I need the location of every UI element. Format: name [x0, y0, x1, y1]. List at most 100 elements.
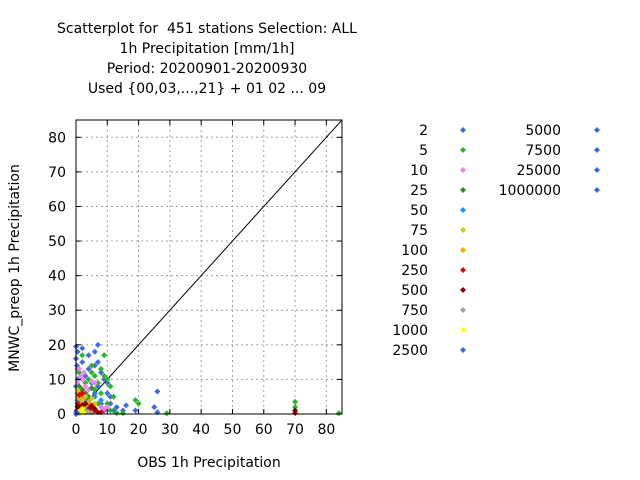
data-point [104, 400, 111, 407]
data-point [113, 404, 120, 411]
legend-marker [594, 187, 600, 193]
data-point [76, 366, 83, 373]
x-tick-label: 60 [255, 422, 273, 438]
y-tick-label: 0 [57, 407, 66, 423]
data-point [77, 372, 84, 379]
legend-label: 75 [410, 223, 428, 239]
legend-marker [594, 127, 600, 133]
x-tick-label: 20 [130, 422, 148, 438]
legend-marker [460, 127, 466, 133]
y-axis-label: MNWC_preop 1h Precipitation [7, 164, 23, 372]
data-point [292, 404, 299, 411]
data-point [88, 369, 95, 376]
legend-marker [594, 147, 600, 153]
data-point [79, 390, 86, 397]
legend-marker [460, 347, 466, 353]
chart-title-line-4: Used {00,03,...,21} + 01 02 ... 09 [87, 81, 327, 97]
data-point [98, 369, 105, 376]
data-point [132, 397, 139, 404]
legend-label: 1000000 [499, 183, 561, 199]
data-point [88, 362, 95, 369]
x-tick-label: 50 [224, 422, 242, 438]
legend-label: 10 [410, 163, 428, 179]
legend-marker [460, 307, 466, 313]
data-point [82, 393, 89, 400]
data-point [123, 402, 130, 409]
y-tick-label: 80 [48, 130, 66, 146]
data-point [94, 383, 101, 390]
grid [76, 120, 342, 414]
legend-label: 750 [401, 303, 428, 319]
legend-marker [460, 187, 466, 193]
data-point [94, 341, 101, 348]
data-point [82, 400, 89, 407]
data-point [132, 407, 139, 414]
data-point [82, 379, 89, 386]
legend-label: 250 [401, 263, 428, 279]
diagonal-line [75, 119, 343, 415]
legend-marker [460, 207, 466, 213]
legend-label: 25 [410, 183, 428, 199]
data-point [79, 352, 86, 359]
legend-marker [460, 287, 466, 293]
x-tick-label: 10 [98, 422, 116, 438]
y-tick-label: 40 [48, 269, 66, 285]
chart-title-line-2: 1h Precipitation [mm/1h] [119, 41, 295, 57]
data-point [154, 388, 161, 395]
legend-marker [460, 147, 466, 153]
data-point [91, 372, 98, 379]
data-point [101, 352, 108, 359]
data-point [79, 359, 86, 366]
legend-label: 1000 [392, 323, 428, 339]
plot-frame [75, 119, 343, 415]
x-tick-label: 80 [317, 422, 335, 438]
legend-label: 2500 [392, 343, 428, 359]
data-point [110, 393, 117, 400]
legend-label: 5000 [525, 123, 561, 139]
x-tick-label: 30 [161, 422, 179, 438]
data-point [104, 390, 111, 397]
data-point [91, 362, 98, 369]
x-axis-label: OBS 1h Precipitation [137, 455, 281, 471]
data-point [85, 408, 92, 415]
data-point [98, 397, 105, 404]
data-point [98, 400, 105, 407]
legend-marker [460, 327, 466, 333]
data-point [107, 383, 114, 390]
axis-ticks: 0 10 20 30 40 50 60 70 80 0 10 20 30 40 50 60 70 80 [48, 120, 342, 438]
data-point [107, 393, 114, 400]
legend-label: 500 [401, 283, 428, 299]
data-point [104, 376, 111, 383]
data-point [85, 352, 92, 359]
legend-marker [460, 267, 466, 273]
data-point [91, 405, 98, 412]
y-tick-label: 70 [48, 165, 66, 181]
data-point [82, 390, 89, 397]
data-point [335, 410, 342, 417]
y-tick-label: 60 [48, 199, 66, 215]
data-point [119, 410, 126, 417]
chart-title-line-1: Scatterplot for 451 stations Selection: … [57, 21, 357, 37]
legend-marker [594, 167, 600, 173]
data-point [107, 407, 114, 414]
data-point [79, 386, 86, 393]
data-point [88, 395, 95, 402]
data-point [107, 400, 114, 407]
data-point [101, 376, 108, 383]
data-point [94, 359, 101, 366]
data-point [104, 404, 111, 411]
y-tick-label: 30 [48, 303, 66, 319]
x-tick-label: 40 [192, 422, 210, 438]
legend: 2510255075100250500750100025005000750025… [392, 123, 600, 359]
legend-label: 50 [410, 203, 428, 219]
data-point [135, 400, 142, 407]
data-point [88, 385, 95, 392]
data-point [79, 345, 86, 352]
x-tick-label: 0 [72, 422, 81, 438]
legend-label: 5 [419, 143, 428, 159]
data-point [91, 390, 98, 397]
data-point [94, 379, 101, 386]
data-point [94, 400, 101, 407]
legend-label: 100 [401, 243, 428, 259]
legend-label: 2 [419, 123, 428, 139]
